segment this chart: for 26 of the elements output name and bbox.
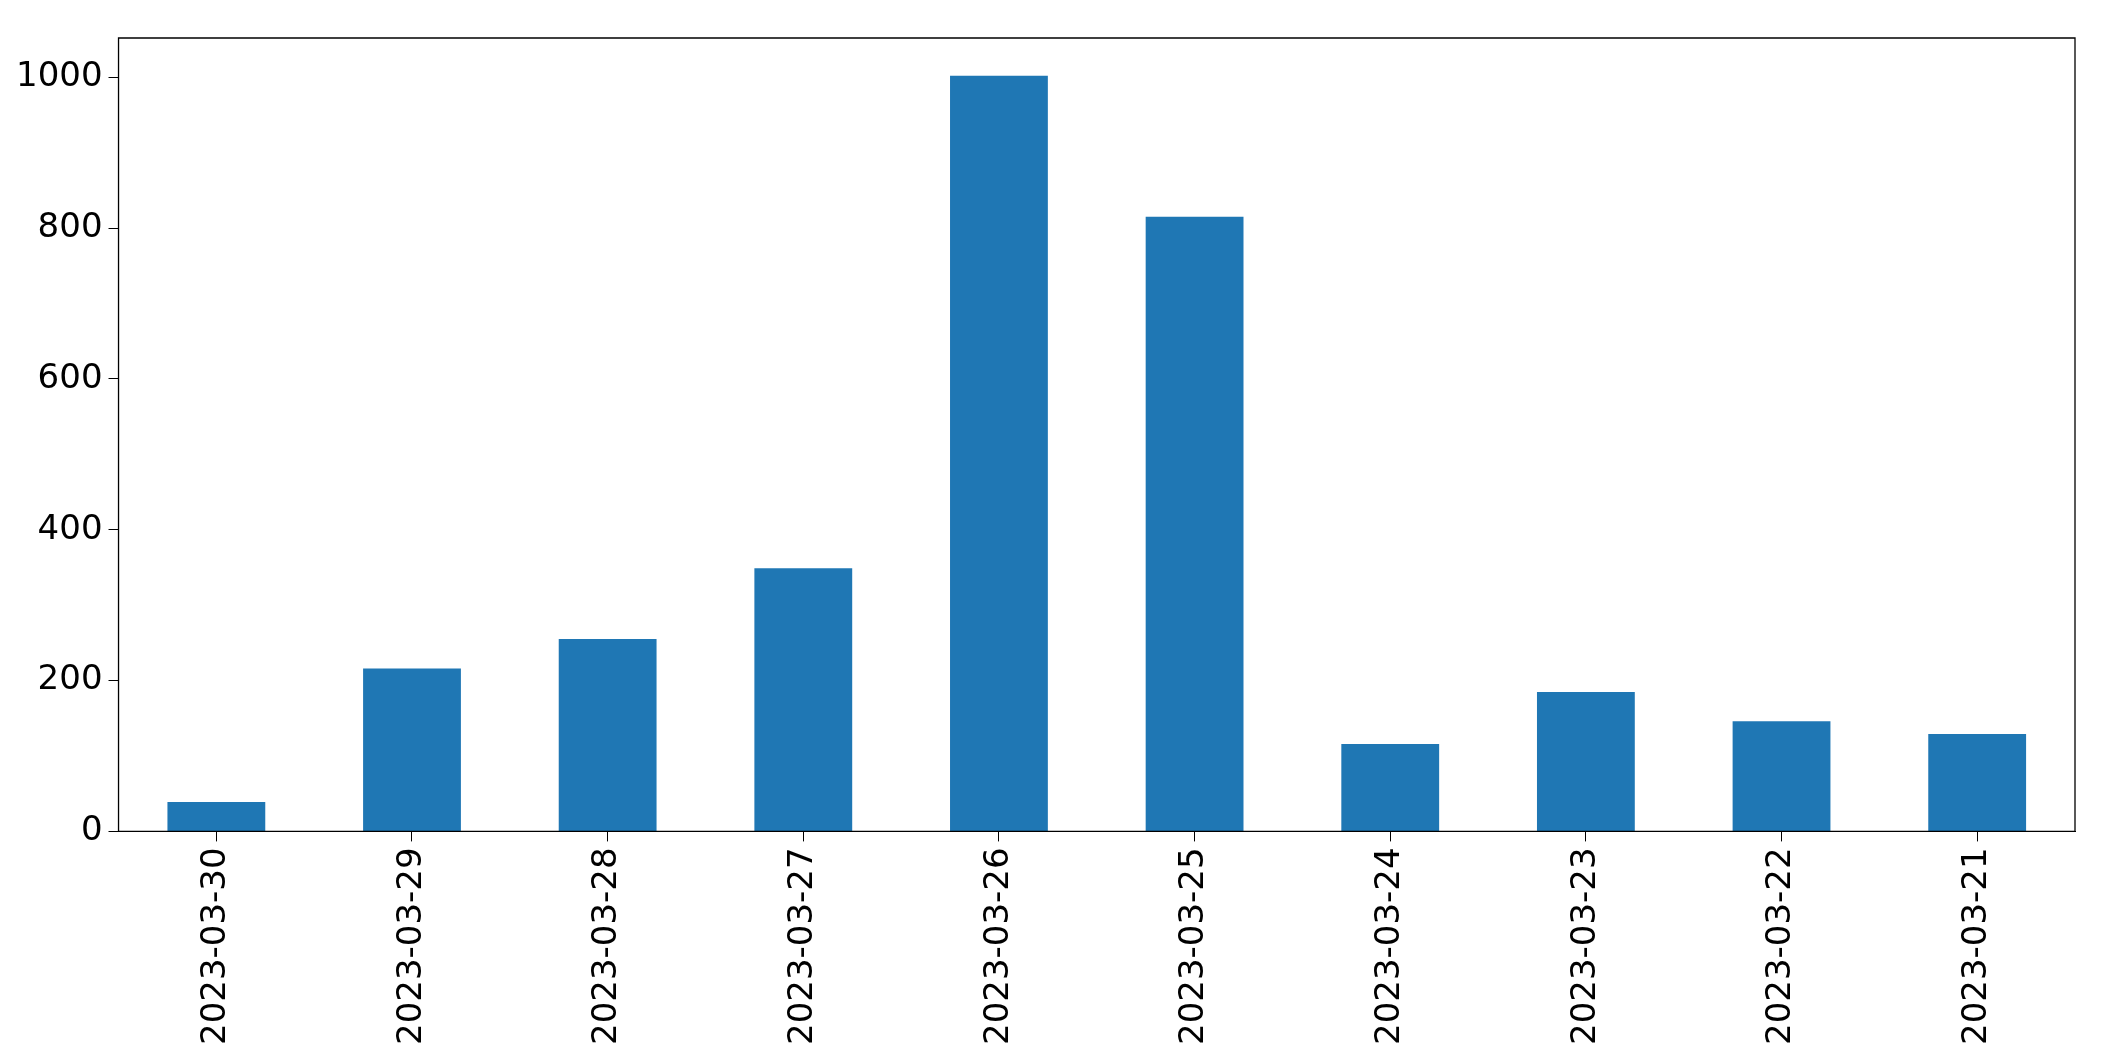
bar (1145, 216, 1244, 831)
bar (950, 75, 1048, 831)
y-tick-label: 400 (37, 506, 103, 547)
x-tick-label: 2023-03-26 (975, 847, 1016, 1045)
bar (167, 802, 266, 831)
x-tick-label: 2023-03-30 (193, 847, 234, 1045)
x-tick-label: 2023-03-22 (1758, 847, 1799, 1045)
x-tick-label: 2023-03-29 (388, 847, 429, 1045)
y-tick-label: 1000 (16, 54, 103, 95)
y-tick-label: 0 (80, 808, 103, 849)
x-tick-label: 2023-03-21 (1954, 847, 1994, 1045)
x-tick-label: 2023-03-23 (1562, 847, 1603, 1045)
x-tick-label: 2023-03-25 (1171, 847, 1212, 1045)
bar (1341, 743, 1440, 831)
x-tick-label: 2023-03-24 (1367, 847, 1408, 1045)
x-tick-label: 2023-03-28 (584, 847, 625, 1045)
bar (1732, 721, 1831, 831)
bar (1928, 734, 2027, 831)
bar (363, 668, 461, 831)
y-tick-label: 800 (37, 204, 103, 245)
bar (1536, 691, 1635, 831)
bar (754, 568, 853, 831)
y-tick-label: 600 (37, 355, 103, 396)
x-tick-label: 2023-03-27 (780, 847, 821, 1045)
bar (558, 639, 657, 831)
y-tick-label: 200 (37, 657, 103, 698)
